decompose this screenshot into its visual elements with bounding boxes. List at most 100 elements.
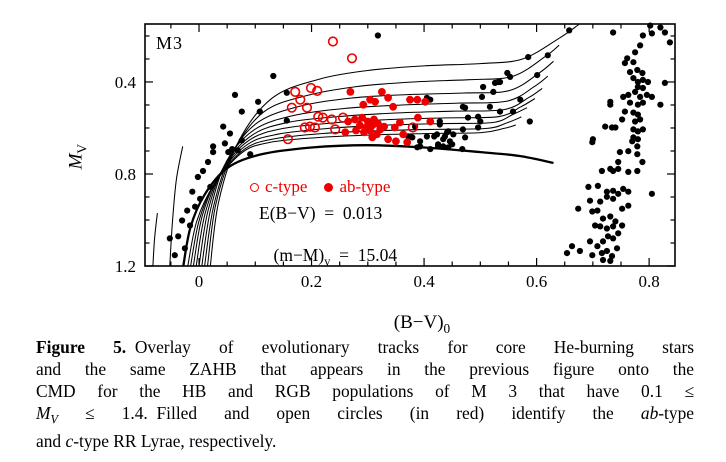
c-type-point [346,53,358,64]
ab-type-point [346,88,355,96]
star-point [639,69,646,77]
x-tick-label: 0 [195,272,204,291]
star-point [226,130,234,137]
star-point [626,99,634,106]
star-point [598,250,606,257]
star-point [643,91,651,98]
ab-type-point [384,93,392,102]
ab-type-point [380,122,388,131]
star-point [436,118,443,125]
legend-item-ab-type: ab-type [324,177,390,197]
star-point [594,182,602,189]
c-type-point [295,94,306,105]
star-point [602,123,609,130]
annotation-reddening: E(B−V) = 0.013 [259,203,383,223]
star-point [525,54,532,61]
star-point [619,116,626,123]
star-point [657,24,664,31]
ab-type-point [399,130,408,139]
star-point [639,76,647,83]
star-point [563,250,571,257]
star-point [283,89,290,96]
star-point [270,72,277,80]
star-point [589,208,596,215]
star-point [639,99,647,106]
star-point [534,72,541,79]
star-point [509,108,517,115]
star-point [604,233,612,240]
star-point [597,223,604,230]
ab-type-point [414,113,422,122]
star-point [637,42,644,49]
star-point [445,144,452,151]
caption-line: and c-type RR Lyrae, respectively. [36,431,277,452]
c-type-point [282,134,294,145]
star-point [459,126,466,133]
star-point [610,29,617,36]
star-point [657,101,664,108]
star-point [603,193,611,200]
star-point [417,138,424,145]
star-point [625,148,632,155]
ab-type-point [390,123,399,132]
star-point [634,66,641,74]
star-point [610,187,617,194]
star-point [576,247,584,255]
star-point [221,140,228,147]
star-point [255,98,262,105]
star-point [625,202,632,209]
y-axis-label-text: M [65,153,87,170]
ab-type-point [426,117,435,126]
star-point [666,39,674,46]
star-point [431,133,438,140]
star-point [189,188,196,195]
star-point [612,218,619,225]
star-point [620,185,627,192]
star-point [624,55,631,62]
star-point [599,238,607,245]
x-axis-label-sub: 0 [443,320,451,336]
star-point [441,133,448,140]
ab-type-point [421,97,430,106]
annotation-distance-modulus: (m−M)v = 15.04 [256,224,398,291]
caption-line: Figure 5. Overlay of evolutionary tracks… [36,337,694,357]
star-point [409,134,416,141]
star-point [186,222,194,229]
star-point [423,133,430,140]
ab-type-point [358,113,367,122]
star-point [615,230,622,237]
star-point [594,207,601,214]
star-point [634,101,642,108]
star-point [616,149,624,156]
ab-type-point [406,95,414,104]
star-point [225,149,232,156]
c-type-point [326,114,337,125]
star-point [634,143,641,150]
star-point [475,124,482,131]
distance-modulus-sub: v [324,254,331,269]
star-point [462,134,469,141]
c-type-point [312,85,323,96]
star-point [634,167,641,175]
star-point [210,143,217,150]
y-tick-label: 1.2 [115,257,136,276]
x-tick-label: 0.6 [526,272,547,291]
star-point [608,253,616,260]
star-point [197,195,204,202]
evolutionary-track [169,146,184,267]
c-type-point [305,82,317,94]
star-point [486,103,493,110]
c-type-point [337,112,349,123]
star-point [585,183,592,190]
c-type-point [299,122,310,133]
star-point [204,158,212,166]
ab-type-point [413,95,422,104]
star-point [480,83,487,91]
star-point [603,225,611,232]
star-point [594,243,601,250]
star-point [450,131,457,138]
star-point [637,93,644,100]
star-point [507,73,514,80]
star-point [568,243,576,250]
